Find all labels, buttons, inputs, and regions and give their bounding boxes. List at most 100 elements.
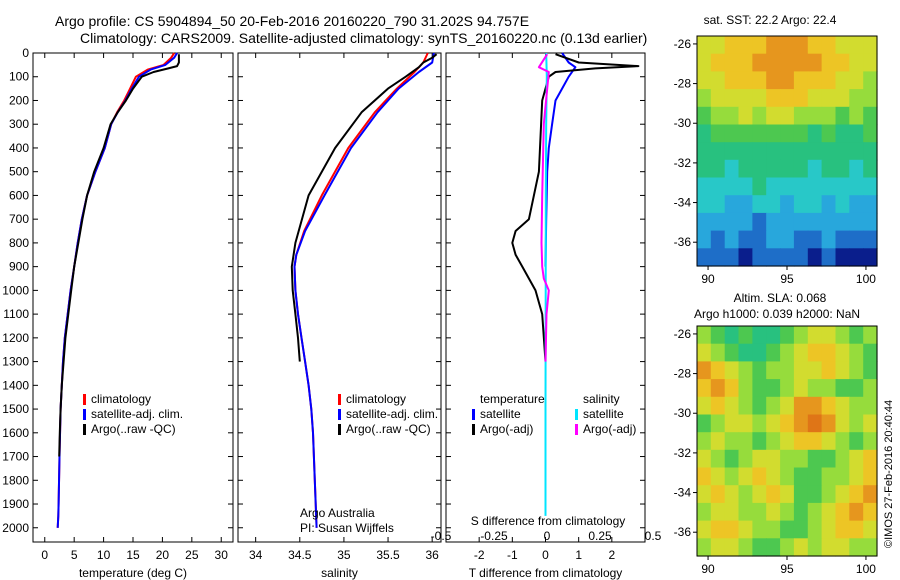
sla-map-cell: [710, 396, 726, 416]
sst-map-cell: [752, 230, 767, 249]
sst-map-cell: [752, 177, 767, 196]
salinity-legend-label: satellite-adj. clim.: [346, 407, 438, 421]
sla-map-cell: [766, 520, 781, 539]
sla-map-cell: [752, 538, 767, 557]
sla-map-cell: [752, 485, 767, 504]
sla-map-cell: [710, 485, 726, 504]
sst-map-cell: [863, 106, 878, 126]
sla-map-cell: [821, 485, 836, 504]
sla-map-cell: [752, 467, 767, 486]
depth-tick-label: 200: [9, 93, 29, 107]
sst-map-cell: [710, 142, 726, 161]
salinity-legend-swatch: [338, 424, 341, 435]
sst-map-cell: [793, 89, 809, 108]
salinity-series-line: [290, 53, 438, 362]
salinity-x-tick-label: 34.5: [288, 548, 312, 562]
sst-map-cell: [793, 177, 809, 196]
sla-map-cell: [849, 414, 864, 433]
difference-legend-title-temperature: temperature: [480, 392, 545, 406]
sla-map-y-tick-label: -26: [674, 327, 692, 341]
sla-map-cell: [849, 361, 864, 380]
depth-tick-label: 1600: [2, 426, 29, 440]
depth-tick-label: 900: [9, 260, 29, 274]
sst-map-y-tick-label: -34: [674, 196, 692, 210]
depth-tick-label: 500: [9, 165, 29, 179]
sla-map-title-line-2: Argo h1000: 0.039 h2000: NaN: [694, 307, 860, 321]
sla-map-cell: [724, 326, 740, 345]
sst-map-cell: [780, 230, 795, 249]
sst-map-cell: [835, 142, 850, 161]
depth-tick-label: 1100: [3, 307, 29, 321]
sla-map-cell: [780, 432, 795, 451]
sla-map-cell: [752, 326, 767, 345]
sst-map-cell: [807, 195, 823, 214]
sst-map-cell: [835, 212, 850, 232]
sla-map-cell: [835, 361, 850, 380]
salinity-legend-swatch: [338, 394, 341, 405]
sst-map-cell: [752, 212, 767, 232]
sst-map-cell: [766, 248, 781, 267]
depth-tick-label: 1400: [2, 378, 29, 392]
sst-map-cell: [724, 230, 740, 249]
sla-map-cell: [863, 432, 878, 451]
sla-map-cell: [738, 467, 753, 486]
depth-tick-label: 1700: [2, 450, 29, 464]
difference-salinity-legend-swatch: [575, 409, 578, 420]
temperature-series-line: [56, 52, 178, 528]
sla-map-cell: [724, 467, 740, 486]
sst-map-cell: [835, 248, 850, 267]
sla-map-x-tick-label: 95: [780, 562, 794, 576]
sla-map-cell: [766, 414, 781, 433]
sst-map-cell: [697, 71, 712, 90]
sla-map-panel: Altim. SLA: 0.068 Argo h1000: 0.039 h200…: [674, 291, 878, 576]
sla-map-cell: [780, 326, 795, 345]
sst-map-cell: [738, 36, 753, 55]
difference-salinity-legend-swatch: [575, 424, 578, 435]
sla-map-cell: [835, 396, 850, 416]
sst-map-cell: [835, 106, 850, 126]
sst-map-cell: [710, 177, 726, 196]
sst-map-cell: [724, 36, 740, 55]
sla-map-y-tick-label: -36: [674, 525, 692, 539]
sla-map-cell: [807, 414, 823, 433]
sst-map-cell: [697, 106, 712, 126]
sst-map-cell: [766, 36, 781, 55]
sla-map-cell: [821, 379, 836, 398]
sla-map-cell: [835, 467, 850, 486]
sla-map-cell: [697, 379, 712, 398]
sst-map-cell: [710, 248, 726, 267]
sla-map-x-tick-label: 100: [856, 562, 876, 576]
sla-map-cell: [752, 396, 767, 416]
sla-map-cell: [835, 520, 850, 539]
sst-map-cell: [738, 124, 753, 143]
sla-map-cell: [697, 343, 712, 362]
temperature-legend-label: Argo(..raw -QC): [91, 422, 176, 436]
sst-map-cell: [724, 53, 740, 72]
sst-map-cell: [697, 89, 712, 108]
sst-map-cell: [807, 106, 823, 126]
sst-map-cell: [724, 71, 740, 90]
sla-map-cell: [724, 379, 740, 398]
sla-map-cell: [821, 343, 836, 362]
sla-map-cell: [697, 485, 712, 504]
sst-map-cell: [766, 212, 781, 232]
sla-map-cell: [863, 379, 878, 398]
sla-map-cell: [752, 361, 767, 380]
sla-map-cell: [710, 538, 726, 557]
difference-series-line: [544, 52, 577, 267]
temperature-x-tick-label: 25: [185, 548, 199, 562]
sst-map-cell: [780, 124, 795, 143]
difference-x-tick-label: -2: [474, 548, 485, 562]
header-line-2: Climatology: CARS2009. Satellite-adjuste…: [80, 30, 647, 46]
difference-x-tick-label: 0: [542, 548, 549, 562]
sst-map-cell: [752, 124, 767, 143]
sla-map-cell: [710, 326, 726, 345]
sst-map-cell: [835, 195, 850, 214]
sst-map-cell: [766, 177, 781, 196]
sst-map-cell: [710, 159, 726, 179]
sla-map-cell: [780, 485, 795, 504]
sla-map-cell: [780, 396, 795, 416]
sst-map-cell: [807, 230, 823, 249]
sla-map-cell: [807, 449, 823, 469]
sst-map-cell: [821, 106, 836, 126]
